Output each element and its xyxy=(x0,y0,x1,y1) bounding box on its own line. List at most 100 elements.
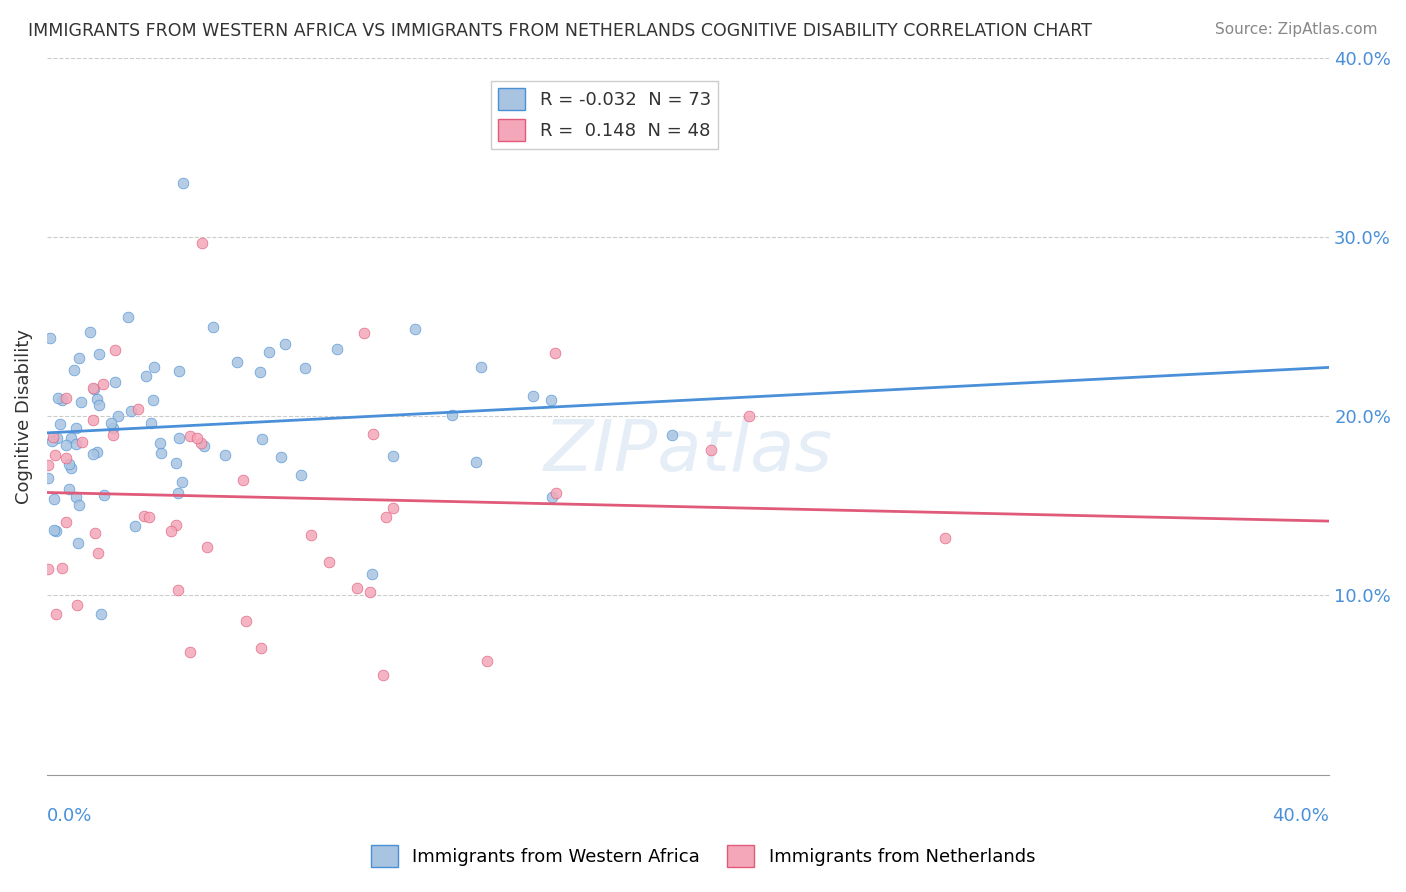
Point xyxy=(326,343,349,357)
Point xyxy=(103,428,125,442)
Point xyxy=(235,614,257,628)
Point xyxy=(44,448,66,462)
Point xyxy=(100,417,122,431)
Point xyxy=(82,413,104,427)
Point xyxy=(179,429,201,443)
Point xyxy=(142,392,165,407)
Point xyxy=(58,482,80,496)
Point xyxy=(193,439,215,453)
Point xyxy=(150,446,173,460)
Point xyxy=(67,536,90,550)
Point xyxy=(60,460,83,475)
Point xyxy=(544,346,567,360)
Point xyxy=(169,431,191,445)
Point xyxy=(79,325,101,339)
Point xyxy=(120,404,142,418)
Point xyxy=(41,434,63,448)
Point xyxy=(70,394,93,409)
Point xyxy=(55,391,77,405)
Point xyxy=(167,485,190,500)
Point xyxy=(371,668,394,682)
Point xyxy=(195,541,218,555)
Point xyxy=(232,473,254,487)
Text: 40.0%: 40.0% xyxy=(1272,807,1329,825)
Point xyxy=(45,607,67,622)
Point xyxy=(360,566,382,581)
Point xyxy=(55,438,77,452)
Point xyxy=(67,499,90,513)
Point xyxy=(38,331,60,345)
Point xyxy=(167,364,190,378)
Point xyxy=(49,417,72,431)
Point xyxy=(70,435,93,450)
Text: ZIPatlas: ZIPatlas xyxy=(544,417,832,486)
Point xyxy=(191,235,214,250)
Point xyxy=(165,456,187,470)
Point xyxy=(149,436,172,450)
Point xyxy=(294,360,316,375)
Point xyxy=(544,485,567,500)
Point xyxy=(82,447,104,461)
Point xyxy=(167,582,190,597)
Point xyxy=(382,449,405,463)
Point xyxy=(934,531,956,545)
Point xyxy=(82,381,104,395)
Point xyxy=(270,450,292,465)
Point xyxy=(124,519,146,533)
Point xyxy=(60,431,83,445)
Point xyxy=(250,640,273,655)
Point xyxy=(93,488,115,502)
Point xyxy=(477,654,499,668)
Point xyxy=(440,408,463,422)
Point xyxy=(58,457,80,471)
Point xyxy=(214,448,236,462)
Y-axis label: Cognitive Disability: Cognitive Disability xyxy=(15,328,32,504)
Legend: Immigrants from Western Africa, Immigrants from Netherlands: Immigrants from Western Africa, Immigran… xyxy=(364,838,1042,874)
Point xyxy=(661,428,683,442)
Text: Source: ZipAtlas.com: Source: ZipAtlas.com xyxy=(1215,22,1378,37)
Point xyxy=(186,431,208,445)
Point xyxy=(37,471,59,485)
Point xyxy=(65,491,87,505)
Point xyxy=(101,421,124,435)
Point xyxy=(290,467,312,482)
Point xyxy=(257,345,280,359)
Point xyxy=(89,347,111,361)
Point xyxy=(84,525,107,540)
Point xyxy=(361,427,384,442)
Point xyxy=(51,393,73,408)
Point xyxy=(202,320,225,334)
Point xyxy=(107,409,129,424)
Point xyxy=(134,369,156,384)
Point xyxy=(42,492,65,507)
Legend: R = -0.032  N = 73, R =  0.148  N = 48: R = -0.032 N = 73, R = 0.148 N = 48 xyxy=(491,81,718,149)
Point xyxy=(522,389,544,403)
Point xyxy=(37,458,59,472)
Point xyxy=(90,607,112,621)
Point xyxy=(179,645,201,659)
Point xyxy=(104,343,127,358)
Point xyxy=(346,581,368,595)
Point xyxy=(404,322,426,336)
Point xyxy=(699,443,721,458)
Point xyxy=(138,510,160,524)
Point xyxy=(165,517,187,532)
Point xyxy=(127,401,149,416)
Point xyxy=(541,490,564,504)
Point xyxy=(318,555,340,569)
Point xyxy=(66,598,89,612)
Point xyxy=(86,445,108,459)
Point xyxy=(89,398,111,412)
Point xyxy=(540,392,562,407)
Point xyxy=(470,360,492,375)
Point xyxy=(67,351,90,366)
Point xyxy=(63,362,86,376)
Point xyxy=(160,524,183,538)
Text: IMMIGRANTS FROM WESTERN AFRICA VS IMMIGRANTS FROM NETHERLANDS COGNITIVE DISABILI: IMMIGRANTS FROM WESTERN AFRICA VS IMMIGR… xyxy=(28,22,1092,40)
Point xyxy=(143,360,166,375)
Point xyxy=(249,365,271,379)
Point xyxy=(353,326,375,340)
Point xyxy=(382,500,405,515)
Text: 0.0%: 0.0% xyxy=(46,807,93,825)
Point xyxy=(42,430,65,444)
